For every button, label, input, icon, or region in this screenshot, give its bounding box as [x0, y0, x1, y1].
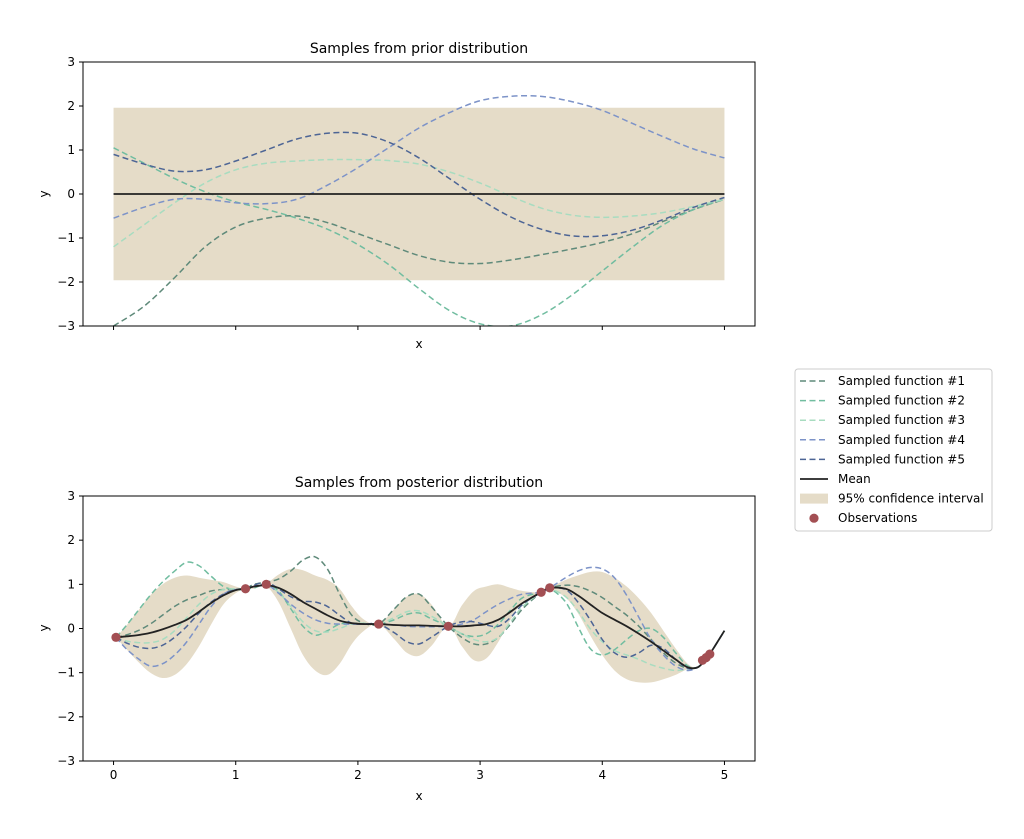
posterior-y-tick-label: 2: [67, 533, 75, 547]
legend-box: [794, 368, 993, 532]
posterior-y-tick-label: −3: [57, 754, 75, 768]
legend-items: Sampled function #1 Sampled function #2 Sa…: [800, 374, 984, 525]
posterior-x-ticks: 0 1 2 3 4 5: [110, 761, 729, 782]
posterior-x-tick-label: 2: [354, 768, 362, 782]
legend-item: Sampled function #4: [800, 433, 965, 447]
observation-point: [240, 584, 251, 594]
legend-swatch: [809, 513, 819, 523]
legend-label: Sampled function #4: [838, 433, 965, 447]
prior-chart-title: Samples from prior distribution: [310, 41, 528, 57]
legend-label: Sampled function #2: [838, 394, 965, 408]
legend-label: Sampled function #3: [838, 413, 965, 427]
legend-label: 95% confidence interval: [838, 492, 984, 506]
prior-y-tick-label: 0: [67, 187, 75, 201]
legend-swatch: [800, 493, 828, 504]
prior-y-tick-label: 3: [67, 55, 75, 69]
posterior-x-tick-label: 3: [476, 768, 484, 782]
prior-y-axis-label: y: [37, 190, 51, 197]
observation-point: [443, 621, 453, 631]
prior-sampled-function-5-line: [113, 131, 725, 238]
posterior-mean-line: [115, 584, 726, 670]
posterior-y-axis-label: y: [37, 624, 51, 631]
posterior-x-tick-label: 0: [110, 768, 118, 782]
prior-y-tick-label: 2: [67, 99, 75, 113]
prior-plot-layer: [113, 94, 725, 326]
legend-label: Observations: [838, 511, 917, 525]
prior-y-tick-label: −1: [57, 231, 75, 245]
posterior-sampled-function-5-line: [115, 581, 726, 670]
prior-x-axis-label: x: [415, 337, 422, 351]
observation-point: [545, 583, 555, 593]
posterior-x-tick-label: 1: [232, 768, 240, 782]
legend-item: Sampled function #1: [800, 374, 965, 388]
observation-point: [536, 587, 546, 597]
prior-y-tick-label: −3: [57, 319, 75, 333]
posterior-y-tick-label: −1: [57, 666, 75, 680]
prior-y-ticks: −3 −2 −1 0 1 2 3: [57, 55, 83, 333]
observation-point: [374, 619, 384, 629]
legend-label: Sampled function #1: [838, 374, 965, 388]
legend-label: Sampled function #5: [838, 452, 965, 466]
legend-item: Sampled function #3: [800, 413, 965, 427]
legend-label: Mean: [838, 472, 871, 486]
legend-item: Mean: [800, 472, 871, 486]
posterior-sampled-function-3-line: [115, 584, 726, 672]
legend-item: Sampled function #5: [800, 452, 965, 466]
prior-x-ticks: [113, 326, 725, 330]
observation-point: [111, 632, 121, 642]
observation-point: [261, 579, 271, 589]
posterior-chart: Samples from posterior distribution −3 −2…: [37, 475, 756, 803]
posterior-sampled-function-1-line: [115, 555, 726, 670]
posterior-x-tick-label: 5: [721, 768, 729, 782]
posterior-y-tick-label: 0: [67, 622, 75, 636]
posterior-y-tick-label: 1: [67, 577, 75, 591]
prior-chart: Samples from prior distribution −3 −2 −1 0 1…: [37, 41, 756, 351]
posterior-chart-title: Samples from posterior distribution: [295, 475, 543, 491]
prior-y-tick-label: −2: [57, 275, 75, 289]
legend-item: Observations: [809, 511, 917, 525]
posterior-y-tick-label: −2: [57, 710, 75, 724]
legend-item: Sampled function #2: [800, 394, 965, 408]
prior-sampled-function-3-line: [113, 158, 725, 248]
posterior-y-ticks: −3 −2 −1 0 1 2 3: [57, 489, 83, 768]
posterior-sampled-function-4-line: [115, 566, 726, 672]
posterior-x-axis-label: x: [415, 789, 422, 803]
posterior-sampled-function-2-line: [115, 561, 726, 669]
observation-point: [705, 649, 715, 659]
prior-y-tick-label: 1: [67, 143, 75, 157]
prior-sampled-function-4-line: [113, 94, 725, 219]
posterior-y-tick-label: 3: [67, 489, 75, 503]
posterior-plot-layer: [111, 555, 726, 683]
legend-item: 95% confidence interval: [800, 492, 984, 506]
posterior-x-tick-label: 4: [598, 768, 606, 782]
legend: Sampled function #1 Sampled function #2 Sa…: [794, 368, 993, 532]
